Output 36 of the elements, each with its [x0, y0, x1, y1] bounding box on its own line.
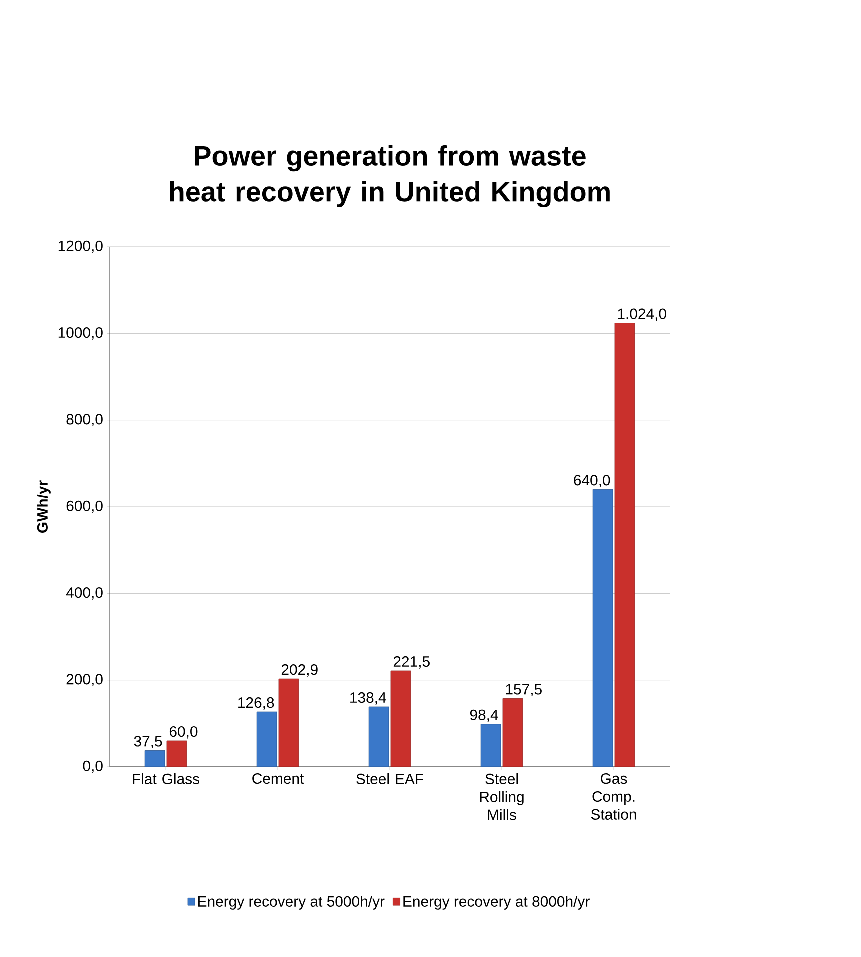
- data-label: 60,0: [170, 726, 198, 739]
- data-label: 37,5: [134, 736, 162, 749]
- y-tick-label: 600,0: [66, 500, 103, 514]
- data-label: 157,5: [506, 684, 542, 697]
- bar: [614, 323, 636, 768]
- y-tick-label: 0,0: [83, 760, 103, 774]
- y-tick-label: 1200,0: [58, 240, 103, 254]
- x-tick-label: Steel Rolling Mills: [480, 774, 524, 820]
- x-tick-label: Steel EAF: [356, 774, 424, 784]
- bar: [278, 678, 300, 768]
- data-label: 1.024,0: [618, 308, 666, 322]
- data-label: 98,4: [470, 710, 498, 722]
- bar: [256, 712, 278, 768]
- y-tick-label: 400,0: [66, 587, 103, 600]
- data-label: 640,0: [574, 475, 610, 488]
- x-tick-label: Cement: [252, 774, 304, 784]
- bar: [502, 698, 524, 768]
- chart-title: Power generation from waste heat recovery in United Kingdom: [170, 146, 610, 208]
- data-label: 202,9: [282, 664, 318, 677]
- legend-label: Energy recovery at 5000h/yr: [198, 896, 385, 910]
- bar: [144, 750, 166, 768]
- y-axis-title: GWh/yr: [37, 480, 51, 533]
- data-label: 126,8: [238, 698, 274, 710]
- x-tick-label: Gas Comp. Station: [591, 774, 636, 820]
- legend-label: Energy recovery at 8000h/yr: [404, 896, 590, 910]
- bar: [592, 489, 614, 768]
- bar: [480, 724, 502, 768]
- data-label: 221,5: [394, 656, 430, 669]
- bar: [390, 670, 412, 768]
- y-tick-label: 800,0: [66, 414, 103, 426]
- y-tick-label: 200,0: [66, 674, 103, 686]
- y-tick-label: 1000,0: [58, 327, 103, 340]
- bar: [368, 706, 390, 768]
- x-tick-label: Flat Glass: [133, 774, 200, 784]
- bar: [166, 740, 188, 768]
- data-label: 138,4: [350, 692, 386, 705]
